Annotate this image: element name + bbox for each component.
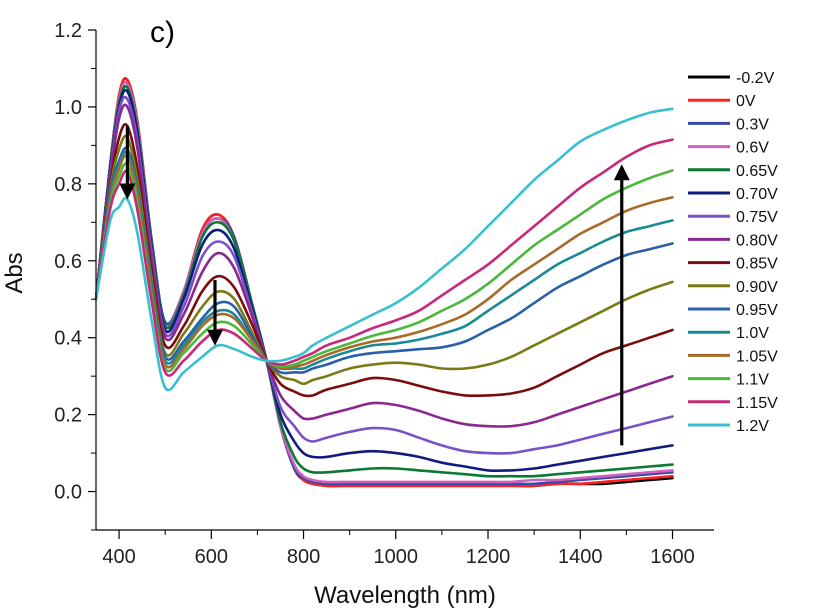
y-tick-label: 0.4 [54, 328, 82, 350]
series-line-0.6V [94, 81, 674, 484]
legend-label: 0.6V [736, 140, 769, 157]
legend-label: 0.90V [736, 279, 778, 296]
panel-label: c) [150, 16, 175, 49]
legend-label: 1.1V [736, 372, 769, 389]
y-tick-label: 1.0 [54, 97, 82, 119]
series-line-0.75V [94, 95, 674, 455]
x-tick-label: 600 [195, 546, 228, 568]
legend: -0.2V 0V 0.3V 0.6V 0.65V 0.70V 0.75V 0.80V 0.85V… [688, 70, 778, 435]
y-tick-label: 0.0 [54, 482, 82, 504]
series-line-0.80V [94, 103, 674, 428]
legend-label: 0.70V [736, 186, 778, 203]
legend-label: 1.05V [736, 348, 778, 365]
series-line-1.2V [94, 107, 674, 392]
y-tick-label: 0.2 [54, 405, 82, 427]
axes: 400 600 800 1000 1200 1400 1600 0.0 0.2 0.4 0.6 0.8… [54, 20, 714, 568]
legend-label: 0.3V [736, 116, 769, 133]
legend-label: -0.2V [736, 70, 775, 87]
y-axis-title: Abs [1, 252, 28, 293]
y-tick-label: 0.6 [54, 251, 82, 273]
legend-label: 1.15V [736, 395, 778, 412]
legend-label: 0.95V [736, 302, 778, 319]
x-tick-label: 1600 [650, 546, 695, 568]
plot-area [94, 77, 674, 488]
legend-label: 1.2V [736, 418, 769, 435]
series-line-0.3V [94, 81, 674, 486]
x-tick-label: 800 [287, 546, 320, 568]
x-tick-label: 1400 [558, 546, 603, 568]
legend-label: 0.80V [736, 232, 778, 249]
legend-label: 1.0V [736, 325, 769, 342]
series-line-1.15V [94, 138, 674, 377]
legend-label: 0V [736, 93, 756, 110]
x-axis-title: Wavelength (nm) [314, 582, 496, 609]
legend-label: 0.85V [736, 256, 778, 273]
x-tick-label: 400 [102, 546, 135, 568]
x-tick-label: 1200 [466, 546, 511, 568]
series-line-0.65V [94, 85, 674, 478]
y-tick-label: 0.8 [54, 174, 82, 196]
x-tick-label: 1000 [374, 546, 419, 568]
legend-label: 0.65V [736, 163, 778, 180]
series-line-0.70V [94, 88, 674, 473]
y-tick-label: 1.2 [54, 20, 82, 42]
legend-label: 0.75V [736, 209, 778, 226]
